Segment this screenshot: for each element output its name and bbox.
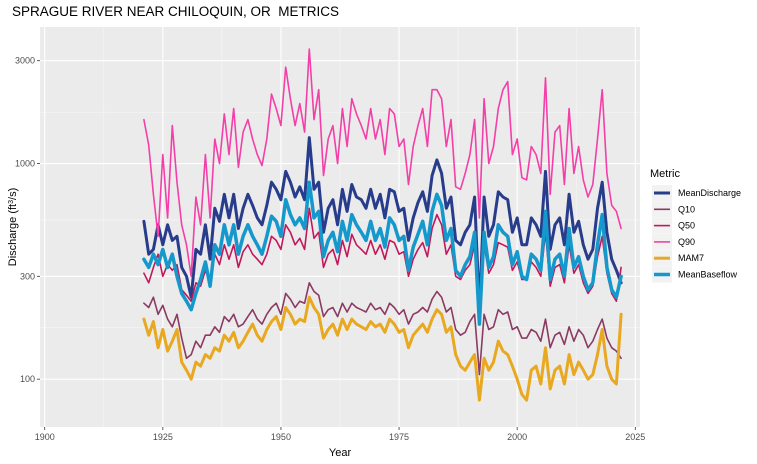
x-tick-label: 2025 bbox=[625, 432, 645, 442]
y-tick-label: 300 bbox=[20, 271, 35, 281]
legend-label: Q50 bbox=[678, 221, 695, 231]
y-axis-title-superscript: 3 bbox=[8, 200, 15, 204]
x-tick-label: 1975 bbox=[389, 432, 409, 442]
y-axis-title-prefix: Discharge (ft bbox=[7, 204, 19, 266]
y-axis-title-suffix: /s) bbox=[7, 188, 19, 200]
legend-label: MeanBaseflow bbox=[678, 270, 738, 280]
y-tick-label: 1000 bbox=[15, 159, 35, 169]
axes: 1900 1925 1950 1975 2000 2025 100 300 1000 3000 bbox=[15, 56, 645, 442]
x-tick-label: 1900 bbox=[35, 432, 55, 442]
x-tick-label: 1925 bbox=[153, 432, 173, 442]
series-line-mam7 bbox=[142, 295, 623, 402]
legend-label: Q90 bbox=[678, 237, 695, 247]
series-line-q10 bbox=[143, 281, 622, 376]
legend: Metric MeanDischarge Q10 Q50 Q90 MAM7 MeanBas… bbox=[650, 168, 741, 283]
legend-title: Metric bbox=[650, 168, 680, 180]
y-axis-title: Discharge (ft3/s) bbox=[7, 188, 19, 267]
legend-label: MAM7 bbox=[678, 253, 704, 263]
series-line-meandischarge bbox=[142, 136, 623, 312]
x-tick-label: 1950 bbox=[271, 432, 291, 442]
legend-label: Q10 bbox=[678, 204, 695, 214]
series-line-meanbaseflow bbox=[142, 180, 623, 326]
series-lines bbox=[142, 48, 623, 402]
series-line-q90 bbox=[143, 48, 622, 278]
x-tick-label: 2000 bbox=[507, 432, 527, 442]
y-tick-label: 100 bbox=[20, 374, 35, 384]
x-axis-title: Year bbox=[329, 447, 352, 459]
chart-title: SPRAGUE RIVER NEAR CHILOQUIN, OR METRICS bbox=[12, 4, 340, 19]
legend-label: MeanDischarge bbox=[678, 188, 741, 198]
y-tick-label: 3000 bbox=[15, 56, 35, 66]
